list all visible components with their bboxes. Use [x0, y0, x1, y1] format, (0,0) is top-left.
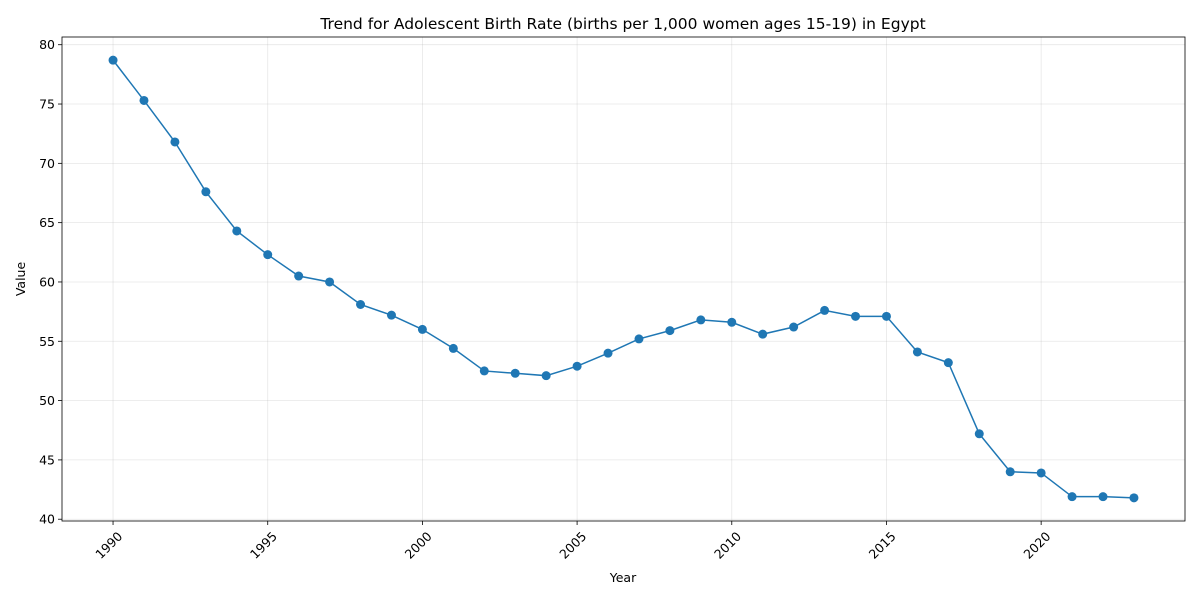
data-point [139, 95, 149, 105]
data-point [634, 334, 644, 344]
data-point [1005, 467, 1015, 477]
x-tick-label: 1995 [247, 529, 280, 562]
data-point [1098, 492, 1108, 502]
data-point [912, 347, 922, 357]
data-point [510, 368, 520, 378]
series-line [112, 59, 1134, 499]
y-tick-label: 75 [39, 97, 55, 112]
chart-title: Trend for Adolescent Birth Rate (births … [319, 15, 925, 33]
data-point [572, 361, 582, 371]
x-tick-label: 2020 [1020, 529, 1053, 562]
data-point [665, 326, 675, 336]
data-point [1036, 468, 1046, 478]
data-point [479, 366, 489, 376]
data-point [294, 271, 304, 281]
y-axis: 40 45 50 55 60 65 70 75 80 [39, 37, 62, 527]
y-tick-label: 45 [39, 452, 55, 467]
y-axis-label: Value [13, 262, 28, 297]
y-tick-label: 80 [39, 37, 55, 52]
data-point [386, 310, 396, 320]
data-point [417, 324, 427, 334]
y-tick-label: 65 [39, 215, 55, 230]
data-point [541, 371, 551, 381]
y-tick-label: 55 [39, 334, 55, 349]
y-tick-label: 50 [39, 393, 55, 408]
x-tick-label: 2005 [556, 529, 589, 562]
data-point [356, 300, 366, 310]
data-point [325, 277, 335, 287]
x-axis-label: Year [609, 570, 637, 585]
x-tick-label: 2000 [402, 529, 435, 562]
data-point [1067, 492, 1077, 502]
y-tick-label: 70 [39, 156, 55, 171]
plot-frame [61, 36, 1186, 522]
data-point [881, 311, 891, 321]
data-point [448, 343, 458, 353]
data-point [108, 55, 118, 65]
y-tick-label: 60 [39, 274, 55, 289]
data-point [603, 348, 613, 358]
x-axis: 1990 1995 2000 2005 2010 2015 2020 [92, 521, 1053, 562]
x-tick-label: 1990 [92, 529, 125, 562]
data-point [851, 311, 861, 321]
data-point [170, 137, 180, 147]
data-point [201, 187, 211, 197]
data-point [696, 315, 706, 325]
grid-lines [62, 37, 1185, 521]
data-point [232, 226, 242, 236]
data-point [727, 317, 737, 327]
x-tick-label: 2010 [711, 529, 744, 562]
data-point [820, 305, 830, 315]
data-point [263, 250, 273, 260]
data-point [758, 329, 768, 339]
data-point [1129, 493, 1139, 503]
series-layer [108, 55, 1139, 503]
data-point [974, 429, 984, 439]
data-point [789, 322, 799, 332]
x-tick-label: 2015 [866, 529, 899, 562]
y-tick-label: 40 [39, 512, 55, 527]
data-point [943, 358, 953, 368]
